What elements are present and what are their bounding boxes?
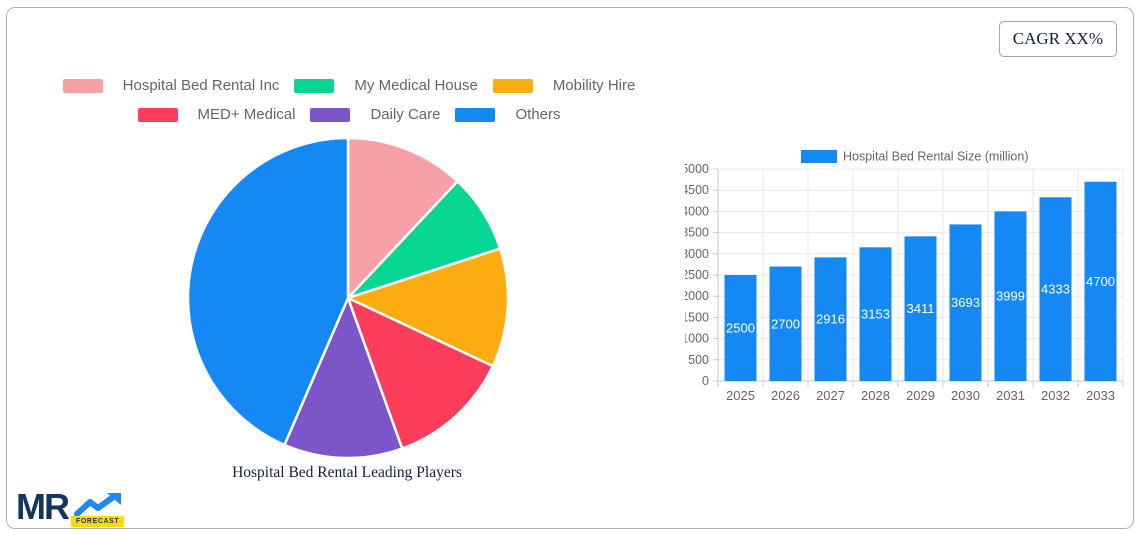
- pie-legend: Hospital Bed Rental Inc My Medical House M…: [38, 75, 660, 125]
- trend-arrow-icon: [73, 493, 121, 517]
- bar-chart-svg: Hospital Bed Rental Size (million) 0 500 10…: [681, 150, 1124, 403]
- legend-label: Mobility Hire: [552, 77, 636, 94]
- bar-value-label: 2916: [816, 312, 845, 327]
- y-tick-label: 3500: [685, 226, 709, 240]
- x-tick-label: 2032: [1041, 388, 1070, 403]
- bar-2033: [1084, 181, 1117, 381]
- bar-2029: [904, 236, 937, 381]
- bar-legend-swatch: [801, 150, 837, 163]
- legend-label: MED+ Medical: [197, 106, 296, 123]
- bar-value-label: 3411: [907, 301, 935, 316]
- y-tick-label: 2500: [685, 268, 709, 282]
- cagr-badge: CAGR XX%: [998, 21, 1117, 57]
- x-tick-label: 2025: [726, 388, 755, 403]
- legend-item-my-medical-house: My Medical House: [294, 75, 478, 96]
- pie-slice-hospital-bed-rental-inc: [346, 136, 459, 300]
- legend-item-others: Others: [455, 104, 561, 125]
- y-tick-label: 2000: [685, 289, 709, 303]
- bar-value-label: 3693: [951, 295, 980, 310]
- pie-chart-title: Hospital Bed Rental Leading Players: [232, 464, 462, 481]
- y-tick-label: 500: [688, 353, 709, 367]
- legend-swatch-hospital-bed-rental-inc: [62, 78, 103, 93]
- bar-value-label: 3999: [996, 289, 1025, 304]
- legend-label: Others: [515, 106, 561, 123]
- legend-label: Hospital Bed Rental Inc: [122, 77, 280, 94]
- legend-item-mobility-hire: Mobility Hire: [492, 75, 636, 96]
- legend-label: My Medical House: [354, 77, 478, 94]
- legend-swatch-daily-care: [310, 107, 351, 122]
- y-tick-label: 4500: [685, 183, 709, 197]
- logo-right-block: FORECAST: [71, 493, 125, 527]
- y-tick-label: 1500: [685, 310, 709, 324]
- legend-swatch-med-medical: [137, 107, 178, 122]
- x-tick-label: 2031: [996, 388, 1025, 403]
- pie-chart: [186, 136, 510, 460]
- bar-value-label: 4700: [1086, 274, 1115, 289]
- legend-swatch-others: [455, 107, 496, 122]
- logo-forecast-badge: FORECAST: [71, 516, 125, 527]
- bar-2028: [859, 247, 892, 381]
- legend-swatch-mobility-hire: [492, 78, 533, 93]
- logo-text: MR: [16, 486, 70, 527]
- pie-slice-mobility-hire: [346, 247, 510, 368]
- x-tick-label: 2029: [906, 388, 935, 403]
- mr-forecast-logo: MR FORECAST: [16, 486, 125, 527]
- x-tick-label: 2033: [1086, 388, 1115, 403]
- bar-2026: [769, 266, 802, 381]
- y-tick-label: 0: [702, 374, 709, 388]
- bar-2030: [949, 224, 982, 381]
- bar-legend-label: Hospital Bed Rental Size (million): [843, 150, 1029, 164]
- x-tick-label: 2026: [771, 388, 800, 403]
- legend-label: Daily Care: [370, 106, 441, 123]
- x-tick-label: 2027: [816, 388, 845, 403]
- y-tick-label: 1000: [685, 332, 709, 346]
- legend-item-hospital-bed-rental-inc: Hospital Bed Rental Inc: [62, 75, 280, 96]
- pie-slice-med-medical: [346, 296, 495, 450]
- x-tick-label: 2028: [861, 388, 890, 403]
- bar-2031: [994, 211, 1027, 381]
- pie-slice-daily-care: [283, 296, 404, 460]
- bar-chart: Hospital Bed Rental Size (million) 0 500 10…: [681, 143, 1135, 410]
- bar-value-label: 3153: [861, 307, 890, 322]
- legend-item-daily-care: Daily Care: [310, 104, 440, 125]
- bar-value-label: 4333: [1041, 282, 1070, 297]
- x-tick-label: 2030: [951, 388, 980, 403]
- bar-value-label: 2500: [726, 321, 755, 336]
- bar-2025: [724, 275, 757, 381]
- pie-slice-others: [186, 136, 350, 447]
- legend-item-med-medical: MED+ Medical: [137, 104, 296, 125]
- y-tick-label: 3000: [685, 247, 709, 261]
- bar-value-label: 2700: [771, 316, 800, 331]
- bar-2027: [814, 257, 847, 381]
- legend-swatch-my-medical-house: [294, 78, 335, 93]
- y-tick-label: 4000: [685, 204, 709, 218]
- bar-2032: [1039, 197, 1072, 381]
